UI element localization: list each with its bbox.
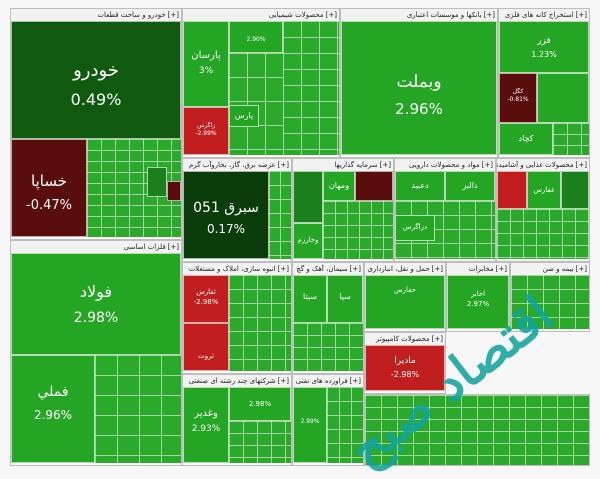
tile-sebargh[interactable]: سبرق 051 0.17% xyxy=(183,171,269,259)
section-cement[interactable]: [+]سیمان، آهک و گچ سیتا سپا xyxy=(292,262,364,374)
tile-ghanasa[interactable]: اخابر 2.97% xyxy=(447,275,509,329)
section-other[interactable]: [+]بیمه و صن xyxy=(510,262,590,332)
section-bank[interactable]: [+]بانکها و موسسات اعتباری وبملت 2.96% xyxy=(340,8,498,158)
section-chemical[interactable]: [+]محصولات شیمیایی پارسان 3% زاگرس -2.99… xyxy=(182,8,340,158)
tile-khodro[interactable]: خودرو 0.49% xyxy=(11,21,181,139)
tile-mining-2[interactable] xyxy=(537,73,589,123)
tile-dabid[interactable]: دعبید xyxy=(395,171,445,201)
section-food[interactable]: [+]محصولات غذایی و آشامیدنی غفارس xyxy=(496,158,590,262)
chemical-mid-tiles xyxy=(229,53,283,155)
tile-sita[interactable]: سیتا xyxy=(293,275,327,323)
other-small-tiles xyxy=(511,275,589,329)
tile-dzagros[interactable]: دزاگرس xyxy=(395,215,435,241)
tile-zagros[interactable]: زاگرس -2.99% xyxy=(183,107,229,155)
tile-auto-small-2[interactable] xyxy=(167,181,181,201)
tile-vkharazm[interactable]: وخارزم xyxy=(293,223,323,259)
section-metals[interactable]: [+]فلزات اساسی فولاد 2.98% فملي 2.96% xyxy=(10,240,182,466)
power-small-tiles xyxy=(269,171,291,259)
tile-vbmellat[interactable]: وبملت 2.96% xyxy=(341,21,497,155)
tile-madira[interactable]: مادیرا -2.98% xyxy=(365,345,445,391)
section-mining[interactable]: [+]استخراج کانه های فلزی فزر 1.23% کگل -… xyxy=(498,8,590,158)
tile-hafars[interactable]: حفارس xyxy=(365,275,445,329)
tile-vsaderat[interactable]: 2.98% xyxy=(229,387,291,421)
tile-sipa[interactable]: سپا xyxy=(327,275,363,323)
section-power[interactable]: [+]عرضه برق، گاز، بخاروآب گرم سبرق 051 0… xyxy=(182,158,292,262)
tile-vghadir[interactable]: وغدیر 2.93% xyxy=(183,387,229,463)
tile-ghfars[interactable]: غفارس xyxy=(527,171,561,209)
tile-food-1[interactable] xyxy=(497,171,527,209)
misc-bottom-tiles xyxy=(365,395,589,465)
tile-kogal[interactable]: کگل -0.81% xyxy=(499,73,537,123)
tile-vomehan[interactable]: ومهان xyxy=(323,171,355,201)
section-multi[interactable]: [+]شرکتهای چند رشته ای صنعتی وغدیر 2.93%… xyxy=(182,374,292,466)
section-telecom[interactable]: [+]مخابرات اخابر 2.97% xyxy=(446,262,510,332)
cement-small-tiles xyxy=(293,323,363,371)
section-oil[interactable]: [+]فراورده های نفتی 2.99% xyxy=(292,374,364,466)
tile-dalber[interactable]: دالبر xyxy=(445,171,495,201)
section-auto[interactable]: [+]خودرو و ساخت قطعات خودرو 0.49% خساپا … xyxy=(10,8,182,240)
pharma-small-tiles xyxy=(395,201,495,259)
tile-invest-3[interactable] xyxy=(355,171,393,201)
tile-food-3[interactable] xyxy=(561,171,589,209)
tile-sota[interactable]: ثروت xyxy=(183,323,229,371)
multi-small-tiles xyxy=(229,421,291,463)
tile-shiraz2[interactable]: 2.99% xyxy=(293,387,327,463)
tile-kchad[interactable]: کچاد xyxy=(499,123,553,155)
section-transport[interactable]: [+]حمل و نقل، انبارداری و ا حفارس xyxy=(364,262,446,332)
section-building[interactable]: [+]انبوه سازی، املاک و مستغلات ثفارس -2.… xyxy=(182,262,292,374)
tile-parsan[interactable]: پارسان 3% xyxy=(183,21,229,107)
tile-persian[interactable]: پارس xyxy=(229,105,259,127)
food-small-tiles xyxy=(497,209,589,259)
chemical-small-tiles xyxy=(283,21,339,155)
tile-auto-small-1[interactable] xyxy=(147,167,167,197)
metals-small-tiles xyxy=(95,355,181,463)
section-misc-bottom[interactable] xyxy=(364,394,590,466)
invest-small-tiles xyxy=(323,201,393,259)
section-pharma[interactable]: [+]مواد و محصولات دارویی دالبر دعبید دزا… xyxy=(394,158,496,262)
tile-shiraz[interactable]: 2.90% xyxy=(229,21,283,53)
tile-invest-1[interactable] xyxy=(293,171,323,223)
tile-khsapa[interactable]: خساپا -0.47% xyxy=(11,139,87,237)
mining-small-tiles xyxy=(553,123,589,155)
tile-khfars[interactable]: ثفارس -2.98% xyxy=(183,275,229,323)
oil-small-tiles xyxy=(327,387,363,463)
section-invest[interactable]: [+]سرمایه گذاریها ومهان وخارزم xyxy=(292,158,394,262)
section-computer[interactable]: [+]محصولات کامپیوتر مادیرا -2.98% xyxy=(364,332,446,394)
tile-fezar[interactable]: فزر 1.23% xyxy=(499,21,589,73)
tile-fameli[interactable]: فملي 2.96% xyxy=(11,355,95,463)
building-small-tiles xyxy=(229,275,291,371)
tile-foolad[interactable]: فولاد 2.98% xyxy=(11,253,181,355)
